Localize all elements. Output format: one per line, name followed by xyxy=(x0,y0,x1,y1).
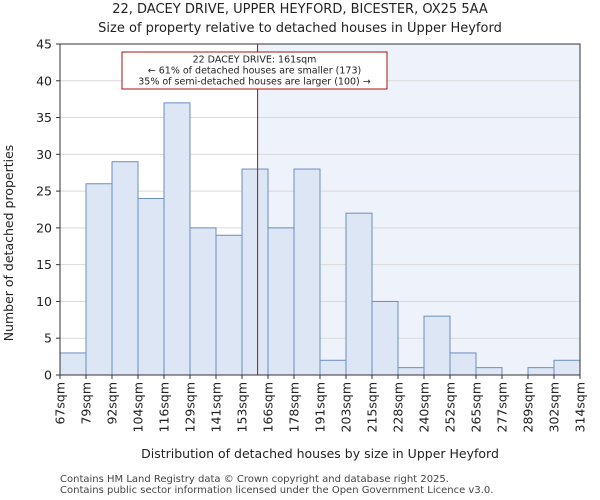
bar xyxy=(319,359,347,376)
y-tick-label: 45 xyxy=(36,37,52,52)
x-tick-label: 191sqm xyxy=(313,382,328,432)
bar xyxy=(267,227,295,376)
bar xyxy=(345,212,373,376)
x-tick-label: 92sqm xyxy=(105,382,120,425)
bar xyxy=(241,168,269,376)
x-tick-label: 104sqm xyxy=(131,382,146,432)
x-tick-label: 129sqm xyxy=(183,382,198,432)
y-tick-label: 30 xyxy=(36,147,52,162)
y-tick-label: 10 xyxy=(36,294,52,309)
x-tick-label: 153sqm xyxy=(235,382,250,432)
bar xyxy=(527,367,555,376)
annotation-line-2: ← 61% of detached houses are smaller (17… xyxy=(148,66,361,77)
x-tick-label: 277sqm xyxy=(495,382,510,432)
y-tick-label: 5 xyxy=(44,331,52,346)
x-tick-label: 203sqm xyxy=(339,382,354,432)
bar xyxy=(371,300,399,376)
bar xyxy=(85,183,113,376)
y-tick-label: 25 xyxy=(36,184,52,199)
annotation-line-1: 22 DACEY DRIVE: 161sqm xyxy=(193,55,317,66)
bar xyxy=(293,168,321,376)
bar xyxy=(449,352,477,376)
x-tick-label: 240sqm xyxy=(417,382,432,432)
x-tick-label: 116sqm xyxy=(157,382,172,432)
footer-licence: Contains public sector information licen… xyxy=(60,485,494,496)
x-tick-label: 265sqm xyxy=(469,382,484,432)
chart-title: 22, DACEY DRIVE, UPPER HEYFORD, BICESTER… xyxy=(112,2,488,17)
x-tick-label: 166sqm xyxy=(261,382,276,432)
y-tick-label: 15 xyxy=(36,257,52,272)
x-tick-label: 314sqm xyxy=(573,382,588,432)
bar xyxy=(553,359,581,376)
bar xyxy=(423,315,451,376)
x-tick-label: 79sqm xyxy=(79,382,94,425)
chart-subtitle: Size of property relative to detached ho… xyxy=(98,21,502,36)
x-tick-label: 178sqm xyxy=(287,382,302,432)
y-tick-label: 20 xyxy=(36,220,52,235)
x-tick-label: 302sqm xyxy=(547,382,562,432)
x-tick-label: 228sqm xyxy=(391,382,406,432)
y-axis-label: Number of detached properties xyxy=(1,145,16,342)
y-tick-label: 0 xyxy=(44,368,52,383)
x-tick-label: 141sqm xyxy=(209,382,224,432)
bar xyxy=(189,227,217,376)
bar xyxy=(59,352,87,376)
bar xyxy=(215,234,243,376)
x-tick-label: 289sqm xyxy=(521,382,536,432)
bar xyxy=(163,102,191,376)
y-tick-label: 35 xyxy=(36,110,52,125)
x-tick-label: 215sqm xyxy=(365,382,380,432)
x-axis-label: Distribution of detached houses by size … xyxy=(141,446,499,461)
bar xyxy=(475,367,503,376)
footer-copyright: Contains HM Land Registry data © Crown c… xyxy=(60,474,449,485)
bar xyxy=(137,197,165,376)
x-tick-label: 252sqm xyxy=(443,382,458,432)
y-tick-label: 40 xyxy=(36,73,52,88)
annotation-line-3: 35% of semi-detached houses are larger (… xyxy=(138,77,371,88)
annotation-box xyxy=(121,51,388,90)
x-tick-label: 67sqm xyxy=(53,382,68,425)
bar xyxy=(397,367,425,376)
bar xyxy=(111,161,139,376)
